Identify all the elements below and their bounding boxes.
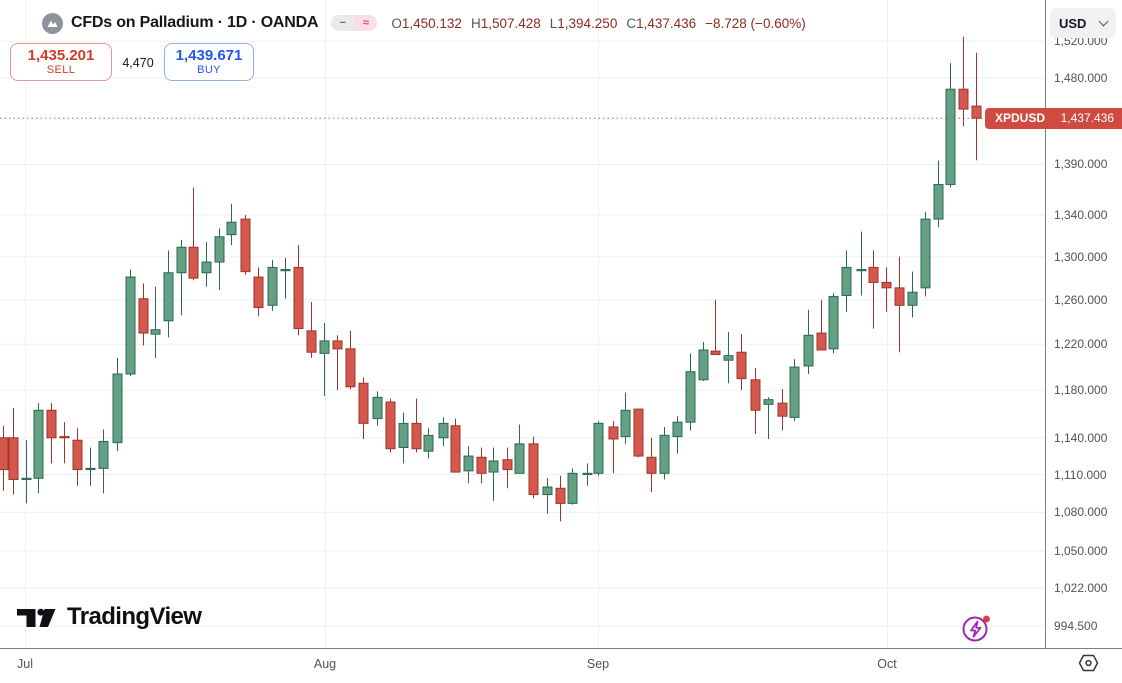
time-axis-label: Jul (17, 657, 33, 671)
palladium-symbol-icon (42, 12, 63, 34)
tradingview-logo-text: TradingView (67, 603, 202, 630)
current-price-tag: XPDUSD 1,437.436 (985, 107, 1122, 129)
low-value: 1,394.250 (557, 15, 618, 31)
change-value: −8.728 (−0.60%) (705, 15, 806, 31)
open-value: 1,450.132 (401, 15, 462, 31)
tradingview-logo-icon (17, 608, 56, 627)
time-axis-label: Oct (877, 657, 897, 671)
price-axis-label: 1,340.000 (1054, 207, 1108, 222)
price-axis-label: 1,140.000 (1054, 430, 1108, 445)
sell-button[interactable]: 1,435.201 SELL (10, 43, 112, 81)
price-tag-symbol: XPDUSD (995, 111, 1046, 126)
settings-icon[interactable] (1076, 651, 1100, 675)
time-axis[interactable]: Jul Aug Sep Oct (0, 648, 1122, 683)
symbol-title[interactable]: CFDs on Palladium · 1D · OANDA (71, 14, 319, 31)
price-axis-label: 994.500 (1054, 619, 1098, 633)
ohlc-readout: O1,450.132 H1,507.428 L1,394.250 C1,437.… (391, 16, 805, 31)
buy-label: BUY (197, 64, 221, 76)
buy-button[interactable]: 1,439.671 BUY (164, 43, 254, 81)
open-label: O (391, 15, 402, 31)
high-label: H (470, 15, 481, 31)
sell-label: SELL (46, 64, 76, 76)
price-tag-value: 1,437.436 (1060, 111, 1114, 126)
time-axis-label: Aug (313, 657, 337, 671)
symbol-legend: CFDs on Palladium · 1D · OANDA − ≈ O1,45… (42, 10, 806, 36)
price-axis-label: 1,022.000 (1054, 581, 1108, 596)
price-axis-label: 1,050.000 (1054, 544, 1108, 559)
notification-dot (983, 615, 990, 623)
price-axis-label: 1,220.000 (1054, 337, 1108, 352)
high-value: 1,507.428 (480, 15, 541, 31)
currency-selector[interactable]: USD (1050, 8, 1116, 38)
delayed-data-badge[interactable]: ≈ (354, 15, 378, 31)
sell-price: 1,435.201 (27, 47, 95, 64)
close-label: C (626, 15, 637, 31)
buy-price: 1,439.671 (175, 47, 243, 64)
low-label: L (549, 15, 558, 31)
price-axis-label: 1,480.000 (1054, 71, 1108, 85)
market-closed-badge[interactable]: − (331, 15, 355, 31)
price-axis-label: 1,080.000 (1054, 505, 1108, 520)
lightning-streams-icon[interactable] (960, 612, 994, 644)
close-value: 1,437.436 (636, 15, 697, 31)
price-axis-label: 1,110.000 (1054, 467, 1107, 482)
time-axis-label: Sep (586, 657, 610, 671)
tradingview-logo[interactable]: TradingView (17, 603, 202, 631)
chevron-down-icon (1098, 16, 1109, 26)
price-axis[interactable]: 1,520.000 1,480.000 1,390.000 1,340.000 1,30… (1045, 0, 1122, 683)
price-axis-label: 1,260.000 (1054, 292, 1108, 307)
price-axis-label: 1,180.000 (1054, 383, 1108, 398)
price-axis-label: 1,300.000 (1054, 249, 1108, 264)
spread-value: 4,470 (122, 56, 154, 70)
currency-value: USD (1059, 15, 1087, 31)
price-axis-label: 1,390.000 (1054, 157, 1108, 172)
market-status-badges: − ≈ (331, 15, 378, 31)
